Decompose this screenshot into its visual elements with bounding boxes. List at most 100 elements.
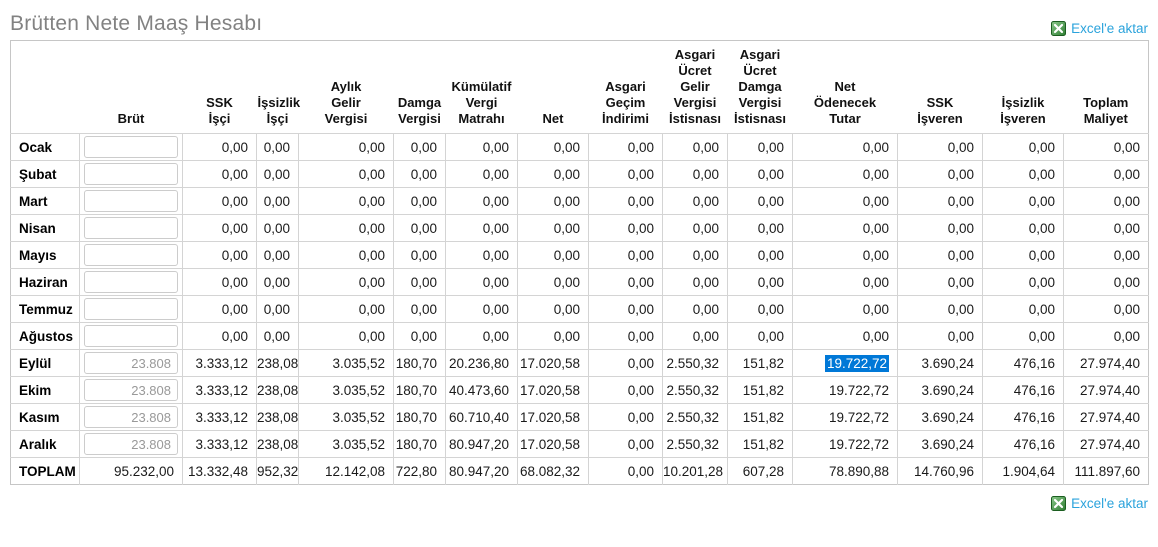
- value-cell: 952,32: [256, 457, 299, 485]
- value-cell: 0,00: [393, 322, 446, 350]
- value-cell: 476,16: [982, 376, 1064, 404]
- value-cell: 0,00: [588, 349, 663, 377]
- brut-cell: [79, 403, 183, 431]
- value-cell: 0,00: [897, 133, 983, 161]
- brut-cell: [79, 160, 183, 188]
- brut-input-eylül[interactable]: [84, 352, 178, 374]
- value-cell: 0,00: [445, 322, 518, 350]
- value-cell: 19.722,72: [792, 403, 898, 431]
- value-cell: 14.760,96: [897, 457, 983, 485]
- value-cell: 0,00: [792, 160, 898, 188]
- brut-input-ekim[interactable]: [84, 379, 178, 401]
- table-row: Kasım 3.333,12238,083.035,52180,7060.710,…: [10, 403, 1149, 431]
- export-excel-link-top[interactable]: Excel'e aktar: [1051, 21, 1148, 36]
- column-header-2: SSK İşçi: [182, 40, 257, 134]
- brut-cell: [79, 322, 183, 350]
- bottom-bar: Excel'e aktar: [0, 485, 1158, 511]
- value-cell: 0,00: [1063, 187, 1149, 215]
- value-cell: 0,00: [897, 241, 983, 269]
- value-cell: 0,00: [662, 295, 728, 323]
- value-cell: 151,82: [727, 376, 793, 404]
- brut-input-nisan[interactable]: [84, 217, 178, 239]
- value-cell: 0,00: [1063, 268, 1149, 296]
- value-cell: 0,00: [662, 133, 728, 161]
- value-cell: 0,00: [897, 214, 983, 242]
- value-cell: 12.142,08: [298, 457, 394, 485]
- value-cell: 0,00: [298, 268, 394, 296]
- brut-input-mart[interactable]: [84, 190, 178, 212]
- value-cell: 0,00: [588, 133, 663, 161]
- value-cell: 40.473,60: [445, 376, 518, 404]
- brut-input-şubat[interactable]: [84, 163, 178, 185]
- value-cell: 0,00: [662, 322, 728, 350]
- value-cell: 0,00: [588, 160, 663, 188]
- table-row: Nisan 0,00 0,00 0,00 0,00 0,00 0,00 0,00 0,00 0,0…: [10, 214, 1149, 242]
- value-cell: 3.690,24: [897, 349, 983, 377]
- value-cell: 17.020,58: [517, 403, 589, 431]
- column-header-6: Kümülatif Vergi Matrahı: [445, 40, 518, 134]
- value-cell: 0,00: [298, 214, 394, 242]
- total-row: TOPLAM 95.232,00 13.332,48 952,32 12.142,08 7…: [10, 457, 1149, 485]
- value-cell: 0,00: [792, 187, 898, 215]
- brut-input-temmuz[interactable]: [84, 298, 178, 320]
- value-cell: 2.550,32: [662, 376, 728, 404]
- value-cell: 0,00: [445, 187, 518, 215]
- value-cell: 0,00: [662, 241, 728, 269]
- value-cell: 0,00: [727, 241, 793, 269]
- salary-table: Brüt SSK İşçi İşsizlik İşçi Aylık Gelir Ver…: [10, 40, 1149, 485]
- month-label: Ocak: [10, 133, 80, 161]
- value-cell: 0,00: [256, 133, 299, 161]
- total-label: TOPLAM: [10, 457, 80, 485]
- value-cell: 0,00: [662, 268, 728, 296]
- value-cell: 60.710,40: [445, 403, 518, 431]
- brut-cell: [79, 133, 183, 161]
- value-cell: 0,00: [298, 295, 394, 323]
- column-header-10: Asgari Ücret Damga Vergisi İstisnası: [727, 40, 793, 134]
- value-cell: 0,00: [182, 241, 257, 269]
- brut-input-ocak[interactable]: [84, 136, 178, 158]
- value-cell: 238,08: [256, 376, 299, 404]
- table-header: Brüt SSK İşçi İşsizlik İşçi Aylık Gelir Ver…: [10, 40, 1149, 134]
- value-cell: 17.020,58: [517, 430, 589, 458]
- value-cell: 0,00: [1063, 214, 1149, 242]
- value-cell: 0,00: [792, 133, 898, 161]
- value-cell: 0,00: [445, 214, 518, 242]
- excel-icon: [1051, 496, 1067, 511]
- value-cell: 19.722,72: [792, 349, 898, 377]
- value-cell: 0,00: [393, 187, 446, 215]
- corner-header: [10, 40, 80, 134]
- table-row: Ekim 3.333,12238,083.035,52180,7040.473,6…: [10, 376, 1149, 404]
- brut-input-haziran[interactable]: [84, 271, 178, 293]
- export-excel-link-bottom[interactable]: Excel'e aktar: [1051, 496, 1148, 511]
- value-cell: 3.690,24: [897, 430, 983, 458]
- value-cell: 0,00: [517, 295, 589, 323]
- value-cell: 0,00: [897, 295, 983, 323]
- value-cell: 0,00: [727, 160, 793, 188]
- brut-input-aralık[interactable]: [84, 433, 178, 455]
- value-cell: 476,16: [982, 403, 1064, 431]
- value-cell: 2.550,32: [662, 403, 728, 431]
- table-row: Şubat 0,00 0,00 0,00 0,00 0,00 0,00 0,00 0,00 0,0…: [10, 160, 1149, 188]
- table-row: Temmuz 0,00 0,00 0,00 0,00 0,00 0,00 0,00 0,00 0,…: [10, 295, 1149, 323]
- value-cell: 80.947,20: [445, 457, 518, 485]
- value-cell: 0,00: [393, 214, 446, 242]
- value-cell: 0,00: [1063, 241, 1149, 269]
- value-cell: 0,00: [393, 241, 446, 269]
- brut-input-ağustos[interactable]: [84, 325, 178, 347]
- value-cell: 238,08: [256, 430, 299, 458]
- value-cell: 27.974,40: [1063, 430, 1149, 458]
- table-row: Mayıs 0,00 0,00 0,00 0,00 0,00 0,00 0,00 0,00 0,0…: [10, 241, 1149, 269]
- value-cell: 0,00: [517, 214, 589, 242]
- value-cell: 0,00: [182, 187, 257, 215]
- value-cell: 0,00: [982, 295, 1064, 323]
- value-cell: 2.550,32: [662, 349, 728, 377]
- value-cell: 0,00: [182, 268, 257, 296]
- value-cell: 238,08: [256, 403, 299, 431]
- value-cell: 78.890,88: [792, 457, 898, 485]
- value-cell: 0,00: [897, 160, 983, 188]
- value-cell: 27.974,40: [1063, 376, 1149, 404]
- brut-input-kasım[interactable]: [84, 406, 178, 428]
- value-cell: 3.035,52: [298, 430, 394, 458]
- value-cell: 0,00: [662, 187, 728, 215]
- brut-input-mayıs[interactable]: [84, 244, 178, 266]
